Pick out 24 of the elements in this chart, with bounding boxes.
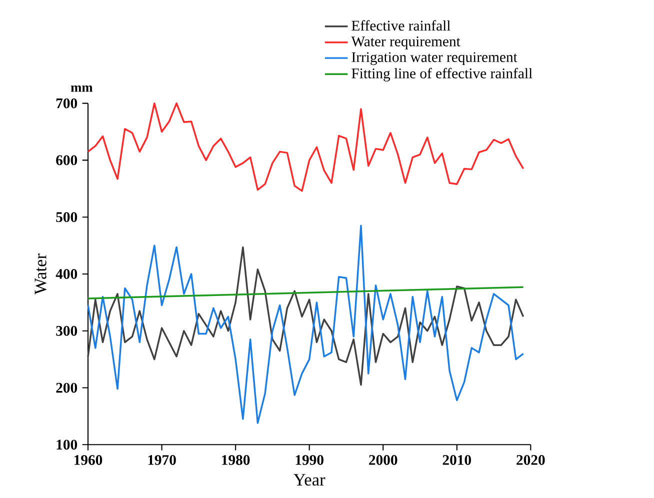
legend-label: Fitting line of effective rainfall bbox=[352, 68, 532, 82]
x-tick-label: 1960 bbox=[74, 455, 102, 465]
line-series bbox=[87, 246, 524, 386]
y-tick-label: 200 bbox=[56, 382, 78, 393]
y-tick-label: 300 bbox=[56, 326, 78, 336]
line-series bbox=[87, 224, 524, 424]
y-tick-label: 100 bbox=[56, 440, 78, 450]
legend-label: Effective rainfall bbox=[352, 20, 450, 31]
x-tick-label: 1970 bbox=[148, 455, 176, 465]
legend-label: Irrigation water requirement bbox=[352, 52, 518, 66]
y-axis-title: Water bbox=[34, 254, 46, 294]
x-tick-label: 2010 bbox=[442, 455, 471, 465]
y-tick-label: 500 bbox=[56, 212, 78, 222]
x-tick-label: 1990 bbox=[296, 455, 324, 465]
x-tick-label: 2000 bbox=[369, 455, 398, 465]
line-series bbox=[87, 102, 524, 192]
y-tick-label: 600 bbox=[56, 155, 78, 166]
legend-label: Water requirement bbox=[351, 36, 460, 50]
text: mm bbox=[70, 85, 93, 92]
x-tick-label: 2020 bbox=[516, 455, 545, 465]
y-tick-label: 400 bbox=[56, 269, 78, 279]
x-axis-title: Year bbox=[294, 474, 326, 486]
y-tick-label: 700 bbox=[56, 98, 78, 108]
x-tick-label: 1980 bbox=[222, 455, 250, 465]
